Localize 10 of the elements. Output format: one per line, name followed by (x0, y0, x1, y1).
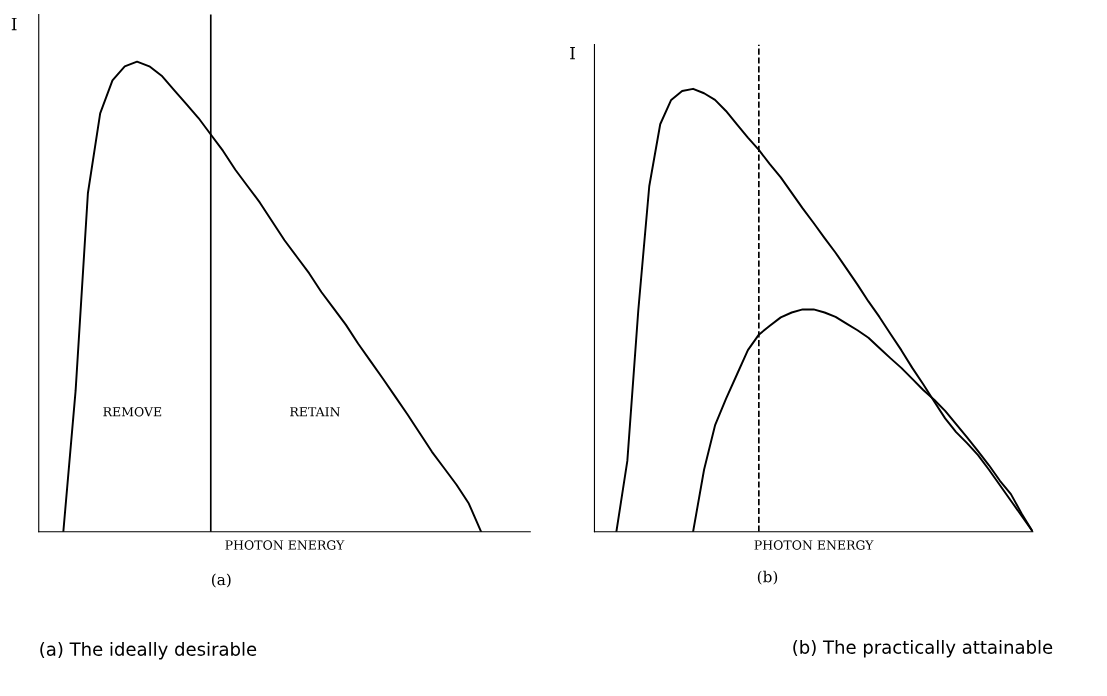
annotation: RETAIN (290, 407, 340, 417)
text: (a) (211, 573, 231, 588)
x-axis-title: PHOTON ENERGY (225, 540, 345, 550)
y-axis-title: I (570, 47, 575, 60)
y-axis-title: I (11, 17, 17, 31)
text: (b) The practically attainable (793, 639, 1053, 658)
x-axis-title: PHOTON ENERGY (754, 540, 874, 550)
text: (a) The ideally desirable (40, 641, 257, 660)
annotation: REMOVE (103, 406, 162, 417)
text: (b) (757, 570, 778, 585)
